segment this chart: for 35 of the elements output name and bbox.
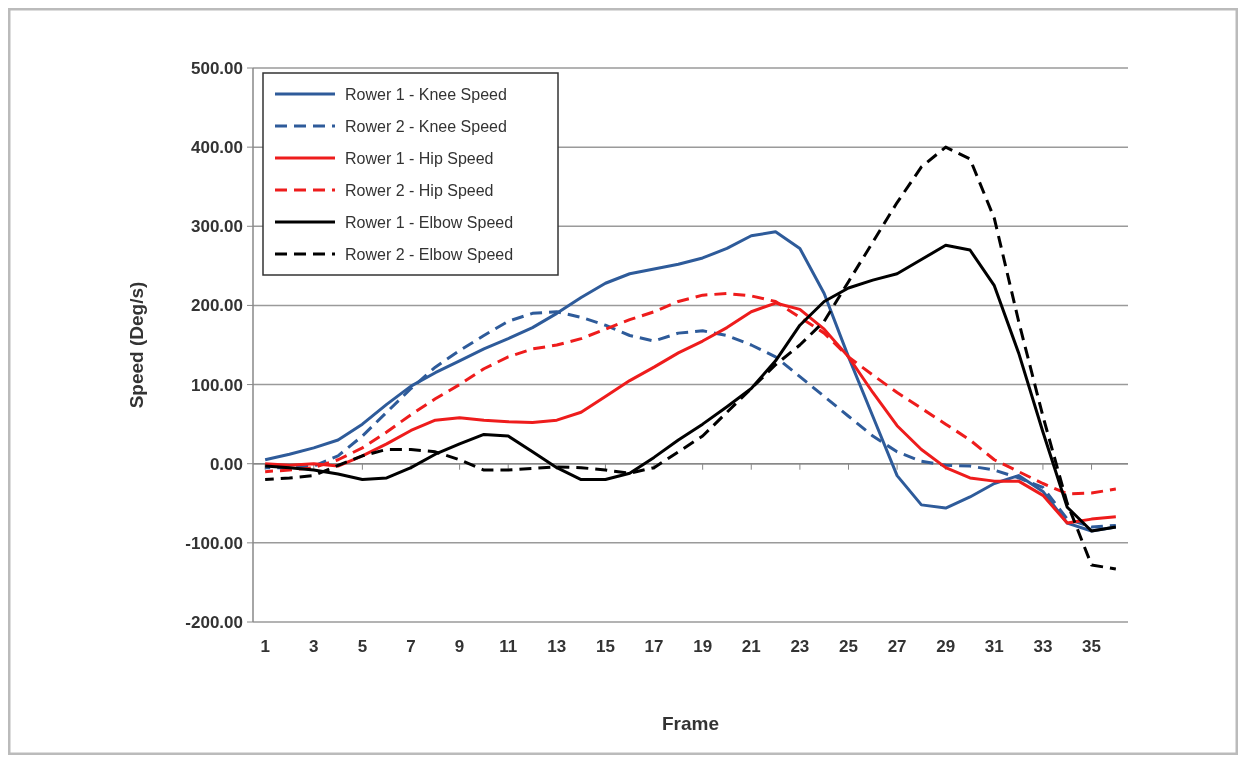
x-tick-label: 11 (499, 637, 518, 656)
x-tick-label: 33 (1033, 637, 1053, 656)
y-tick-label: 500.00 (191, 58, 243, 78)
x-tick-label: 17 (644, 637, 664, 656)
y-tick-label: 0.00 (209, 454, 243, 474)
legend-label: Rower 1 - Hip Speed (345, 149, 494, 167)
legend-label: Rower 2 - Elbow Speed (345, 245, 514, 263)
legend-label: Rower 2 - Knee Speed (345, 117, 507, 135)
y-tick-label: 100.00 (191, 375, 243, 395)
y-tick-label: 200.00 (191, 296, 243, 316)
legend-label: Rower 2 - Hip Speed (345, 181, 494, 199)
y-tick-label: 400.00 (191, 138, 243, 158)
legend-label: Rower 1 - Elbow Speed (345, 213, 514, 231)
x-tick-label: 21 (741, 637, 761, 656)
x-tick-label: 31 (984, 637, 1004, 656)
x-tick-label: 7 (406, 637, 416, 656)
x-tick-label: 13 (547, 637, 567, 656)
y-tick-label: -100.00 (185, 533, 243, 553)
legend-label: Rower 1 - Knee Speed (345, 85, 507, 103)
x-tick-label: 27 (887, 637, 907, 656)
x-tick-label: 5 (357, 637, 368, 656)
x-tick-label: 35 (1082, 637, 1101, 656)
y-axis-title: Speed (Deg/s) (126, 281, 147, 409)
line-series (263, 145, 1118, 571)
x-tick-label: 25 (839, 637, 858, 656)
x-tick-label: 3 (309, 637, 319, 656)
x-tick-label: 29 (936, 637, 956, 656)
x-tick-label: 15 (595, 637, 615, 656)
x-tick-label: 9 (454, 637, 465, 656)
y-tick-label: -200.00 (185, 612, 243, 632)
x-axis-title: Frame (661, 713, 720, 734)
x-tick-label: 23 (790, 637, 810, 656)
x-tick-label: 19 (693, 637, 713, 656)
y-tick-label: 300.00 (191, 217, 243, 237)
x-tick-label: 1 (260, 637, 270, 656)
